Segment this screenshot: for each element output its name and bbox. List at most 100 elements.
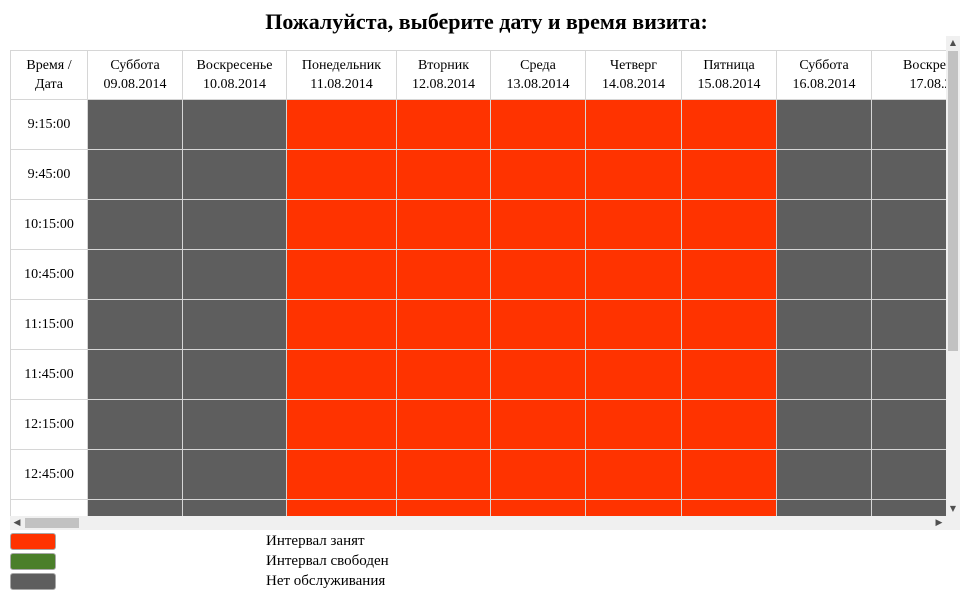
legend-swatch bbox=[10, 553, 56, 570]
time-slot-no-service[interactable] bbox=[87, 399, 183, 450]
time-slot-no-service[interactable] bbox=[776, 449, 872, 500]
time-slot-no-service[interactable] bbox=[776, 399, 872, 450]
time-slot-no-service[interactable] bbox=[87, 349, 183, 400]
time-slot-busy[interactable] bbox=[585, 249, 682, 300]
time-slot-busy[interactable] bbox=[396, 249, 491, 300]
day-name: Среда bbox=[520, 58, 556, 73]
time-slot-busy[interactable] bbox=[286, 299, 397, 350]
time-slot-busy[interactable] bbox=[490, 299, 586, 350]
time-slot-no-service[interactable] bbox=[776, 199, 872, 250]
time-slot-busy[interactable] bbox=[681, 299, 777, 350]
time-slot-busy[interactable] bbox=[286, 199, 397, 250]
time-slot-no-service[interactable] bbox=[871, 399, 946, 450]
time-slot-busy[interactable] bbox=[585, 99, 682, 150]
scroll-left-icon[interactable]: ◀ bbox=[13, 518, 21, 528]
time-slot-busy[interactable] bbox=[681, 399, 777, 450]
time-slot-busy[interactable] bbox=[396, 399, 491, 450]
time-slot-no-service[interactable] bbox=[776, 249, 872, 300]
time-slot-busy[interactable] bbox=[585, 149, 682, 200]
time-row: 11:15:00 bbox=[10, 299, 946, 350]
time-slot-busy[interactable] bbox=[286, 449, 397, 500]
time-slot-busy[interactable] bbox=[396, 449, 491, 500]
time-slot-no-service[interactable] bbox=[182, 399, 287, 450]
time-slot-busy[interactable] bbox=[490, 349, 586, 400]
horizontal-scrollbar[interactable]: ◀ ▶ bbox=[10, 516, 946, 530]
time-slot-busy[interactable] bbox=[490, 99, 586, 150]
time-slot-busy[interactable] bbox=[286, 399, 397, 450]
time-slot-no-service[interactable] bbox=[87, 449, 183, 500]
time-slot-busy[interactable] bbox=[585, 399, 682, 450]
time-slot-no-service[interactable] bbox=[87, 199, 183, 250]
date-label: 15.08.2014 bbox=[697, 77, 761, 92]
time-slot-no-service[interactable] bbox=[776, 99, 872, 150]
time-slot-no-service[interactable] bbox=[87, 249, 183, 300]
time-slot-busy[interactable] bbox=[286, 99, 397, 150]
time-slot-no-service[interactable] bbox=[776, 149, 872, 200]
scroll-down-icon[interactable]: ▼ bbox=[949, 504, 957, 513]
vertical-scroll-thumb[interactable] bbox=[948, 51, 958, 351]
time-slot-busy[interactable] bbox=[286, 499, 397, 516]
corner-header-time: Время / bbox=[26, 58, 72, 73]
time-slot-busy[interactable] bbox=[396, 199, 491, 250]
time-slot-no-service[interactable] bbox=[182, 99, 287, 150]
time-slot-busy[interactable] bbox=[396, 349, 491, 400]
time-slot-busy[interactable] bbox=[681, 99, 777, 150]
time-slot-busy[interactable] bbox=[396, 99, 491, 150]
time-slot-busy[interactable] bbox=[681, 199, 777, 250]
time-slot-busy[interactable] bbox=[396, 149, 491, 200]
time-slot-no-service[interactable] bbox=[871, 199, 946, 250]
time-slot-busy[interactable] bbox=[490, 149, 586, 200]
time-slot-busy[interactable] bbox=[396, 299, 491, 350]
time-slot-busy[interactable] bbox=[681, 349, 777, 400]
time-slot-busy[interactable] bbox=[681, 249, 777, 300]
time-slot-no-service[interactable] bbox=[182, 299, 287, 350]
time-slot-busy[interactable] bbox=[286, 149, 397, 200]
time-slot-no-service[interactable] bbox=[87, 299, 183, 350]
time-row: 13:15:00 bbox=[10, 499, 946, 516]
time-slot-no-service[interactable] bbox=[871, 349, 946, 400]
scroll-right-icon[interactable]: ▶ bbox=[935, 518, 943, 528]
time-slot-no-service[interactable] bbox=[182, 149, 287, 200]
legend-swatch bbox=[10, 573, 56, 590]
time-slot-no-service[interactable] bbox=[182, 349, 287, 400]
time-slot-no-service[interactable] bbox=[871, 249, 946, 300]
time-slot-no-service[interactable] bbox=[182, 499, 287, 516]
time-slot-busy[interactable] bbox=[681, 449, 777, 500]
time-slot-busy[interactable] bbox=[490, 199, 586, 250]
time-slot-no-service[interactable] bbox=[87, 499, 183, 516]
time-slot-busy[interactable] bbox=[681, 149, 777, 200]
time-slot-busy[interactable] bbox=[490, 449, 586, 500]
scrollbar-corner bbox=[946, 516, 960, 530]
time-slot-busy[interactable] bbox=[396, 499, 491, 516]
legend: Интервал занят Интервал свободен Нет обслу… bbox=[10, 532, 510, 592]
time-slot-busy[interactable] bbox=[585, 299, 682, 350]
time-slot-no-service[interactable] bbox=[182, 199, 287, 250]
time-slot-busy[interactable] bbox=[585, 449, 682, 500]
time-slot-no-service[interactable] bbox=[871, 499, 946, 516]
time-slot-busy[interactable] bbox=[490, 399, 586, 450]
time-slot-no-service[interactable] bbox=[182, 449, 287, 500]
time-slot-no-service[interactable] bbox=[776, 349, 872, 400]
time-label: 9:15:00 bbox=[10, 99, 88, 150]
time-slot-no-service[interactable] bbox=[871, 299, 946, 350]
time-slot-busy[interactable] bbox=[286, 349, 397, 400]
time-slot-no-service[interactable] bbox=[87, 149, 183, 200]
time-slot-busy[interactable] bbox=[490, 249, 586, 300]
time-slot-no-service[interactable] bbox=[182, 249, 287, 300]
time-slot-no-service[interactable] bbox=[776, 299, 872, 350]
time-slot-busy[interactable] bbox=[585, 499, 682, 516]
time-slot-busy[interactable] bbox=[681, 499, 777, 516]
time-slot-no-service[interactable] bbox=[871, 449, 946, 500]
time-slot-busy[interactable] bbox=[490, 499, 586, 516]
time-slot-busy[interactable] bbox=[585, 349, 682, 400]
vertical-scrollbar[interactable]: ▲ ▼ bbox=[946, 36, 960, 516]
day-name: Пятница bbox=[703, 58, 755, 73]
time-slot-busy[interactable] bbox=[286, 249, 397, 300]
time-slot-no-service[interactable] bbox=[776, 499, 872, 516]
scroll-up-icon[interactable]: ▲ bbox=[949, 38, 957, 47]
horizontal-scroll-thumb[interactable] bbox=[25, 518, 79, 528]
time-slot-busy[interactable] bbox=[585, 199, 682, 250]
time-slot-no-service[interactable] bbox=[871, 99, 946, 150]
time-slot-no-service[interactable] bbox=[871, 149, 946, 200]
time-slot-no-service[interactable] bbox=[87, 99, 183, 150]
